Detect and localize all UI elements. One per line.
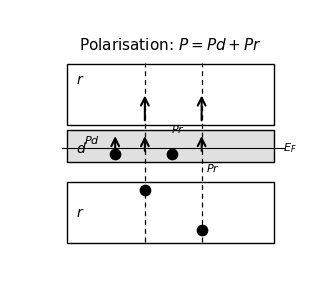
Bar — [67, 182, 274, 243]
Text: $Pr$: $Pr$ — [171, 123, 185, 135]
Point — [142, 187, 148, 192]
Text: $Pr$: $Pr$ — [205, 162, 219, 174]
Text: Polarisation: $P = Pd + Pr$: Polarisation: $P = Pd + Pr$ — [79, 37, 262, 53]
Text: $d$: $d$ — [77, 141, 87, 156]
Point — [113, 151, 118, 156]
Text: $Pd$: $Pd$ — [84, 134, 100, 146]
Point — [169, 151, 174, 156]
Bar — [67, 64, 274, 125]
Point — [199, 228, 204, 233]
Text: $r$: $r$ — [77, 206, 85, 220]
Text: $E_F$: $E_F$ — [283, 141, 296, 155]
Bar — [67, 130, 274, 161]
Text: $r$: $r$ — [77, 73, 85, 87]
